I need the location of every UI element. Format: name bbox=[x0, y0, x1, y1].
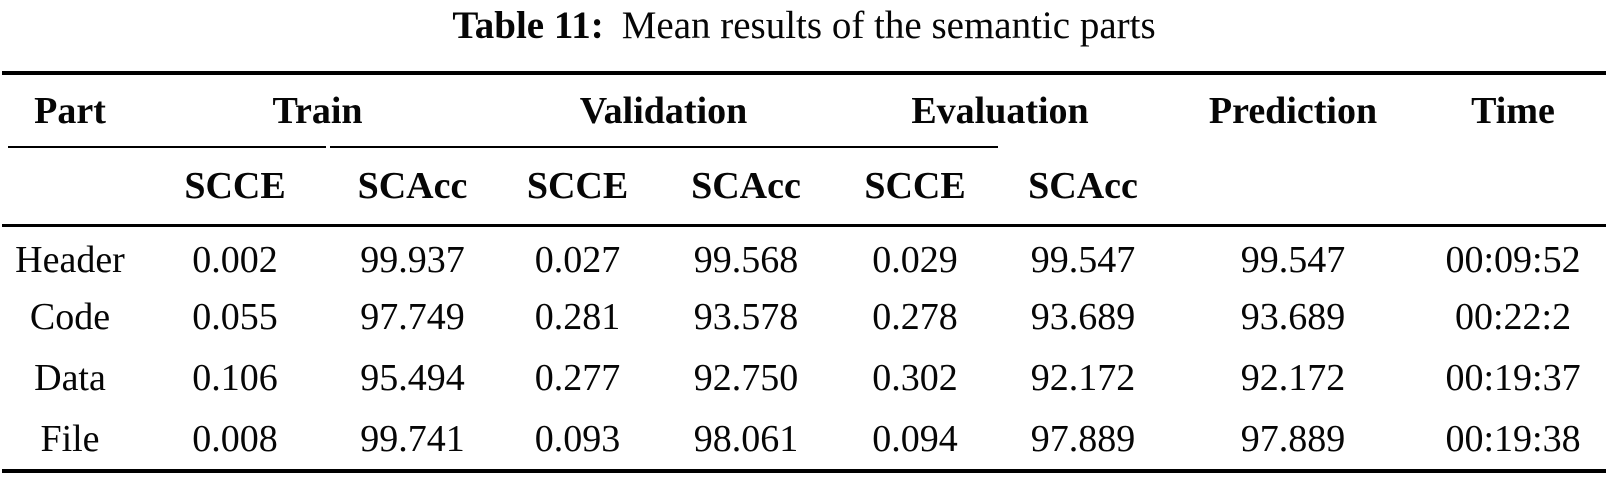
table-row-code-part: Code 0.055 97.749 0.281 93.578 0.278 93.… bbox=[0, 286, 1608, 347]
header-body-divider-rule bbox=[2, 224, 1606, 227]
sub-header-empty-part bbox=[0, 147, 140, 225]
table-cell: 92.172 bbox=[1240, 356, 1346, 399]
table-row-data-part: Data 0.106 95.494 0.277 92.750 0.302 92.… bbox=[0, 347, 1608, 408]
table-caption: Table 11: Mean results of the semantic pa… bbox=[0, 2, 1608, 50]
sub-header-validation-scacc: SCAcc bbox=[691, 165, 801, 207]
col-header-prediction: Prediction bbox=[1208, 90, 1378, 132]
table-cell: 00:19:38 bbox=[1445, 417, 1581, 460]
table-cell: 99.547 bbox=[1240, 238, 1346, 281]
col-header-evaluation: Evaluation bbox=[911, 90, 1089, 132]
row-label: Data bbox=[34, 356, 106, 399]
sub-header-evaluation-scce: SCCE bbox=[864, 165, 966, 207]
table-row-header-part: Header 0.002 99.937 0.027 99.568 0.029 9… bbox=[0, 225, 1608, 286]
table-cell: 00:19:37 bbox=[1445, 356, 1581, 399]
col-header-time: Time bbox=[1471, 90, 1555, 132]
table-cell: 99.937 bbox=[360, 238, 465, 281]
table-top-rule bbox=[2, 71, 1606, 75]
row-label: File bbox=[40, 417, 100, 460]
table-cell: 97.889 bbox=[1030, 417, 1136, 460]
sub-header-row: SCCE SCAcc SCCE SCAcc SCCE SCAcc bbox=[0, 147, 1608, 225]
sub-header-evaluation-scacc: SCAcc bbox=[1028, 165, 1138, 207]
sub-header-empty-prediction bbox=[1168, 147, 1418, 225]
table-cell: 93.578 bbox=[693, 295, 799, 338]
header-partial-rule-right bbox=[330, 146, 998, 148]
col-header-train: Train bbox=[272, 90, 363, 132]
table-cell: 93.689 bbox=[1030, 295, 1136, 338]
table-cell: 0.278 bbox=[872, 295, 958, 338]
sub-header-train-scacc: SCAcc bbox=[357, 165, 468, 207]
table-caption-text: Mean results of the semantic parts bbox=[621, 4, 1156, 47]
table-caption-label: Table 11: bbox=[452, 4, 604, 47]
table-cell: 0.008 bbox=[192, 417, 278, 460]
row-label: Code bbox=[29, 295, 111, 338]
table-cell: 95.494 bbox=[360, 356, 465, 399]
table-cell: 00:22:2 bbox=[1454, 295, 1572, 338]
table-cell: 97.889 bbox=[1240, 417, 1346, 460]
table-cell: 93.689 bbox=[1240, 295, 1346, 338]
table-cell: 92.172 bbox=[1030, 356, 1136, 399]
header-partial-rule-left bbox=[8, 146, 326, 148]
table-cell: 0.093 bbox=[534, 417, 621, 460]
table-cell: 0.027 bbox=[534, 238, 621, 281]
row-label: Header bbox=[15, 238, 125, 281]
table-cell: 97.749 bbox=[360, 295, 465, 338]
table-cell: 0.302 bbox=[872, 356, 958, 399]
table-cell: 00:09:52 bbox=[1445, 238, 1581, 281]
table-cell: 0.055 bbox=[192, 295, 278, 338]
col-header-validation: Validation bbox=[579, 90, 748, 132]
table-cell: 0.094 bbox=[872, 417, 958, 460]
table-bottom-rule bbox=[2, 469, 1606, 473]
group-header-row: Part Train Validation Evaluation Predict… bbox=[0, 75, 1608, 147]
table-cell: 0.281 bbox=[534, 295, 621, 338]
table-cell: 98.061 bbox=[693, 417, 799, 460]
sub-header-validation-scce: SCCE bbox=[526, 165, 629, 207]
table-cell: 0.002 bbox=[192, 238, 278, 281]
sub-header-empty-time bbox=[1418, 147, 1608, 225]
results-table: Part Train Validation Evaluation Predict… bbox=[0, 75, 1608, 469]
table-cell: 0.277 bbox=[534, 356, 621, 399]
table-cell: 99.741 bbox=[360, 417, 465, 460]
table-cell: 99.547 bbox=[1030, 238, 1136, 281]
table-cell: 0.106 bbox=[192, 356, 278, 399]
col-header-part: Part bbox=[34, 90, 106, 132]
table-cell: 99.568 bbox=[693, 238, 799, 281]
table-cell: 0.029 bbox=[872, 238, 958, 281]
table-cell: 92.750 bbox=[693, 356, 799, 399]
sub-header-train-scce: SCCE bbox=[184, 165, 286, 207]
table-row-file-part: File 0.008 99.741 0.093 98.061 0.094 97.… bbox=[0, 408, 1608, 469]
